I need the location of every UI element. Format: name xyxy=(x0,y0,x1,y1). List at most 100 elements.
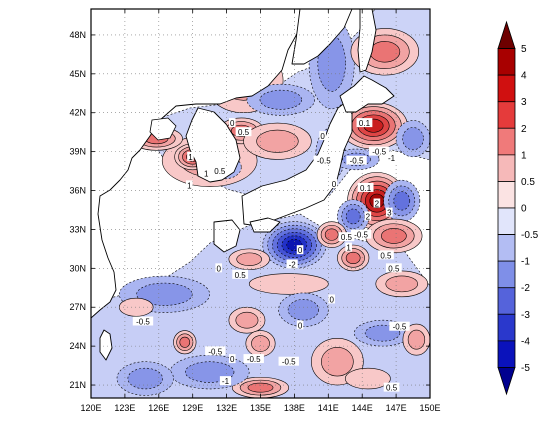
contour-label: 0.5 xyxy=(341,233,353,242)
y-tick-label: 36N xyxy=(69,186,86,196)
contour-ring xyxy=(259,89,303,110)
colorbar-label: -3 xyxy=(521,310,530,321)
x-tick-label: 135E xyxy=(250,403,271,413)
colorbar-segment xyxy=(497,340,516,368)
contour-label: 1 xyxy=(188,153,193,162)
contour-label: 0 xyxy=(320,132,325,141)
contour-label: 1 xyxy=(346,244,351,253)
coast-russia-east xyxy=(291,8,353,65)
colorbar-label: -0.5 xyxy=(521,230,539,241)
contour-label: -0.5 xyxy=(372,148,386,157)
coast-korea xyxy=(185,107,241,183)
contour-label-bg xyxy=(205,346,226,356)
contour-label-bg xyxy=(386,207,393,217)
x-tick-label: 120E xyxy=(80,403,101,413)
contour-ring xyxy=(402,127,424,151)
positive-anomaly-23 xyxy=(248,273,329,295)
contour-label: -0.5 xyxy=(350,157,364,166)
colorbar-label: -4 xyxy=(521,336,530,347)
x-tick-label: 141E xyxy=(318,403,339,413)
contour-label: 0.5 xyxy=(380,251,392,260)
bohai-sea xyxy=(149,117,177,141)
contour-label: 0 xyxy=(230,119,235,128)
colorbar-label: 4 xyxy=(521,71,527,82)
y-tick-label: 45N xyxy=(69,69,86,79)
contour-label: 2 xyxy=(366,212,371,221)
contour-label: -0.5 xyxy=(354,231,368,240)
coast-taiwan xyxy=(99,329,113,361)
y-tick-label: 24N xyxy=(69,341,86,351)
negative-anomaly-34 xyxy=(169,354,250,390)
contour-ring xyxy=(345,208,361,225)
contour-label: -2 xyxy=(289,260,297,269)
contour-label: 1 xyxy=(187,181,192,190)
contour-label: 0 xyxy=(298,246,303,255)
contour-label-bg xyxy=(373,198,381,208)
contour-label: -0.5 xyxy=(393,323,407,332)
y-tick-label: 21N xyxy=(69,380,86,390)
positive-anomaly-29 xyxy=(245,330,276,357)
contour-label-bg xyxy=(319,131,326,141)
contour-label: -1 xyxy=(388,154,396,163)
contour-label-bg xyxy=(211,166,228,176)
contour-label-bg xyxy=(356,118,373,128)
contour-label-bg xyxy=(219,376,232,386)
x-tick-label: 126E xyxy=(148,403,169,413)
contour-label-bg xyxy=(132,316,154,326)
colorbar: 5 4 3 2 1 0.5 0 -0.5 -1 -2 -3 -4 -5 xyxy=(497,20,539,396)
contour-ring xyxy=(247,382,274,393)
x-tick-label: 144E xyxy=(352,403,373,413)
contour-ring xyxy=(256,129,299,153)
colorbar-segment xyxy=(497,101,516,129)
contour-ring xyxy=(127,367,163,390)
positive-anomaly-10 xyxy=(339,102,408,150)
colorbar-segment xyxy=(497,154,516,182)
contour-label-bg xyxy=(385,153,398,163)
contour-label-bg xyxy=(186,180,193,190)
contour-label-bg xyxy=(345,242,352,252)
anomaly-features xyxy=(116,17,430,398)
contour-ring xyxy=(251,335,270,352)
contour-label: -1 xyxy=(222,377,230,386)
contour-label: 0 xyxy=(332,180,337,189)
y-tick-label: 30N xyxy=(69,263,86,273)
contour-label: 0.5 xyxy=(214,167,226,176)
contour-label-bg xyxy=(215,263,222,273)
land xyxy=(90,8,395,361)
positive-anomaly-20 xyxy=(337,244,370,272)
coast-honshu xyxy=(241,101,353,227)
contour-ring xyxy=(136,282,193,306)
contour-label: 0 xyxy=(329,295,334,304)
positive-anomaly-22 xyxy=(375,270,429,298)
contour-label-bg xyxy=(278,356,299,366)
contour-ring xyxy=(344,367,391,390)
contour-label-bg xyxy=(232,269,249,279)
colorbar-segment xyxy=(497,127,516,156)
coast-hokkaido xyxy=(339,75,395,113)
contour-label: 0.5 xyxy=(386,384,398,393)
contour-label-bg xyxy=(383,382,400,392)
contour-label-bg xyxy=(346,155,367,165)
colorbar-segment xyxy=(497,234,516,262)
negative-anomaly-15 xyxy=(383,179,421,222)
contour-ring xyxy=(321,347,354,377)
contour-label-bg xyxy=(330,179,338,189)
negative-anomaly-27 xyxy=(278,292,329,327)
contour-label: -0.5 xyxy=(247,355,261,364)
colorbar-segment xyxy=(497,74,516,103)
positive-anomaly-28 xyxy=(173,330,197,355)
positive-anomaly-25 xyxy=(118,297,154,317)
negative-anomaly-11 xyxy=(395,120,430,158)
contour-label-bg xyxy=(313,155,334,165)
coast-kyushu xyxy=(213,219,241,253)
positive-anomaly-35 xyxy=(344,367,391,390)
contour-ring xyxy=(369,41,401,63)
colorbar-label: 0.5 xyxy=(521,177,535,188)
contour-label: 0 xyxy=(216,264,221,273)
x-tick-label: 132E xyxy=(216,403,237,413)
x-tick-label: 123E xyxy=(114,403,135,413)
contour-label-bg xyxy=(296,320,304,330)
colorbar-segment xyxy=(497,48,516,76)
contour-label-bg xyxy=(368,146,390,156)
